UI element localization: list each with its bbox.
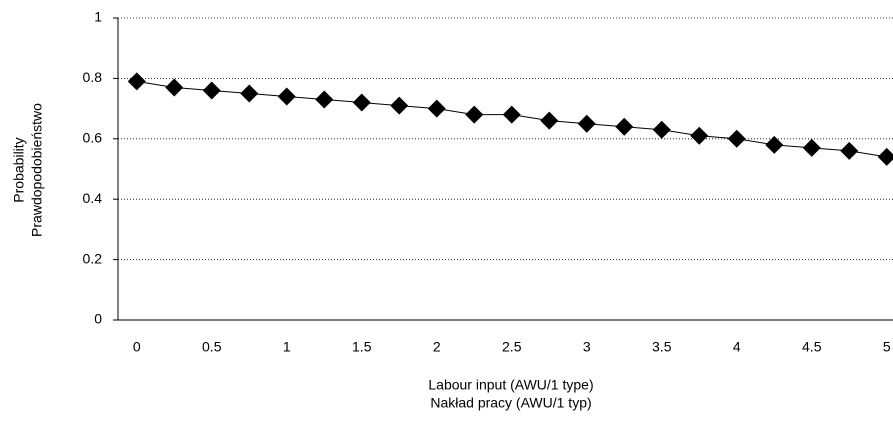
y-tick-label: 0.2 — [83, 250, 103, 266]
x-tick-label: 0 — [133, 339, 141, 355]
marker — [352, 93, 371, 112]
marker — [540, 111, 559, 130]
y-tick-label: 0 — [94, 311, 102, 327]
marker — [802, 138, 821, 157]
marker — [465, 105, 484, 124]
marker — [502, 105, 521, 124]
x-tick-label: 2 — [433, 339, 441, 355]
x-tick-label: 5 — [883, 339, 891, 355]
marker — [690, 126, 709, 145]
x-tick-label: 2.5 — [502, 339, 522, 355]
marker — [202, 81, 221, 100]
y-axis-title: Probability — [11, 137, 27, 202]
y-tick-label: 0.8 — [83, 69, 103, 85]
marker — [390, 96, 409, 115]
y-tick-label: 0.6 — [83, 130, 103, 146]
marker — [615, 117, 634, 136]
marker — [127, 72, 146, 91]
x-axis-title: Labour input (AWU/1 type) — [428, 377, 593, 393]
x-tick-label: 0.5 — [202, 339, 222, 355]
marker — [727, 129, 746, 148]
x-axis-title: Nakład pracy (AWU/1 typ) — [430, 395, 591, 411]
y-axis-title: Prawdopodobieństwo — [29, 103, 45, 237]
y-tick-label: 1 — [94, 9, 102, 25]
marker — [165, 78, 184, 97]
marker — [765, 135, 784, 154]
x-tick-label: 1.5 — [352, 339, 372, 355]
x-tick-label: 3.5 — [652, 339, 672, 355]
marker — [427, 99, 446, 118]
marker — [877, 147, 893, 166]
marker — [277, 87, 296, 106]
marker — [840, 141, 859, 160]
marker — [652, 120, 671, 139]
marker — [577, 114, 596, 133]
marker — [315, 90, 334, 109]
x-tick-label: 4.5 — [802, 339, 822, 355]
x-tick-label: 1 — [283, 339, 291, 355]
marker — [240, 84, 259, 103]
y-tick-label: 0.4 — [83, 190, 103, 206]
x-tick-label: 4 — [733, 339, 741, 355]
x-tick-label: 3 — [583, 339, 591, 355]
